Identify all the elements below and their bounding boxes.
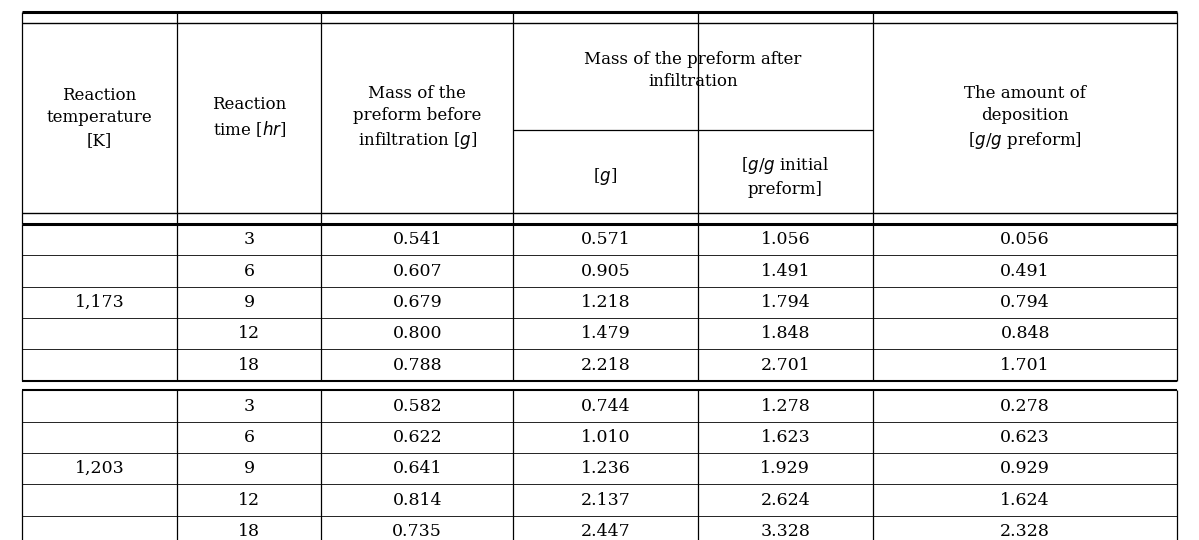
Text: 9: 9 <box>243 460 255 477</box>
Text: 1.624: 1.624 <box>1000 491 1050 509</box>
Text: The amount of
deposition
[$g$/$g$ preform]: The amount of deposition [$g$/$g$ prefor… <box>964 85 1086 151</box>
Text: [$g$]: [$g$] <box>594 166 617 187</box>
Text: 2.447: 2.447 <box>580 523 631 540</box>
Text: 1.218: 1.218 <box>580 294 631 311</box>
Text: 0.929: 0.929 <box>1000 460 1050 477</box>
Text: 1.010: 1.010 <box>580 429 631 446</box>
Text: 0.571: 0.571 <box>580 231 631 248</box>
Text: 12: 12 <box>239 491 260 509</box>
Text: 2.624: 2.624 <box>760 491 811 509</box>
Text: 0.541: 0.541 <box>392 231 442 248</box>
Text: 1.278: 1.278 <box>760 397 811 415</box>
Text: 0.735: 0.735 <box>392 523 442 540</box>
Text: 2.218: 2.218 <box>580 356 631 374</box>
Text: 0.794: 0.794 <box>1000 294 1050 311</box>
Text: 1.236: 1.236 <box>580 460 631 477</box>
Text: 3: 3 <box>243 231 255 248</box>
Text: 0.607: 0.607 <box>392 262 442 280</box>
Text: 0.622: 0.622 <box>392 429 442 446</box>
Text: 0.623: 0.623 <box>1000 429 1050 446</box>
Text: 0.800: 0.800 <box>392 325 442 342</box>
Text: 9: 9 <box>243 294 255 311</box>
Text: 0.848: 0.848 <box>1000 325 1050 342</box>
Text: 3: 3 <box>243 397 255 415</box>
Text: Mass of the
preform before
infiltration [$g$]: Mass of the preform before infiltration … <box>353 85 482 151</box>
Text: 1.056: 1.056 <box>760 231 811 248</box>
Text: 1,203: 1,203 <box>74 460 125 477</box>
Text: 0.641: 0.641 <box>392 460 442 477</box>
Text: 1,173: 1,173 <box>74 294 125 311</box>
Text: 0.056: 0.056 <box>1000 231 1050 248</box>
Text: 2.328: 2.328 <box>1000 523 1050 540</box>
Text: 18: 18 <box>239 356 260 374</box>
Text: [$g$/$g$ initial
preform]: [$g$/$g$ initial preform] <box>741 156 830 199</box>
Text: 1.623: 1.623 <box>760 429 811 446</box>
Text: 0.582: 0.582 <box>392 397 442 415</box>
Text: 3.328: 3.328 <box>760 523 811 540</box>
Text: Reaction
time [$hr$]: Reaction time [$hr$] <box>212 97 287 139</box>
Text: 0.905: 0.905 <box>580 262 631 280</box>
Text: 0.788: 0.788 <box>392 356 442 374</box>
Text: 6: 6 <box>243 429 255 446</box>
Text: 2.137: 2.137 <box>580 491 631 509</box>
Text: 6: 6 <box>243 262 255 280</box>
Text: 12: 12 <box>239 325 260 342</box>
Text: 0.278: 0.278 <box>1000 397 1050 415</box>
Text: 0.679: 0.679 <box>392 294 442 311</box>
Text: Reaction
temperature
[K]: Reaction temperature [K] <box>47 87 152 148</box>
Text: 1.794: 1.794 <box>760 294 811 311</box>
Text: 0.814: 0.814 <box>392 491 442 509</box>
Text: 0.491: 0.491 <box>1000 262 1050 280</box>
Text: 1.701: 1.701 <box>1000 356 1050 374</box>
Text: 1.479: 1.479 <box>580 325 631 342</box>
Text: 1.491: 1.491 <box>760 262 811 280</box>
Text: 2.701: 2.701 <box>760 356 811 374</box>
Text: 18: 18 <box>239 523 260 540</box>
Text: 0.744: 0.744 <box>580 397 631 415</box>
Text: 1.848: 1.848 <box>760 325 811 342</box>
Text: 1.929: 1.929 <box>760 460 811 477</box>
Text: Mass of the preform after
infiltration: Mass of the preform after infiltration <box>584 51 802 90</box>
